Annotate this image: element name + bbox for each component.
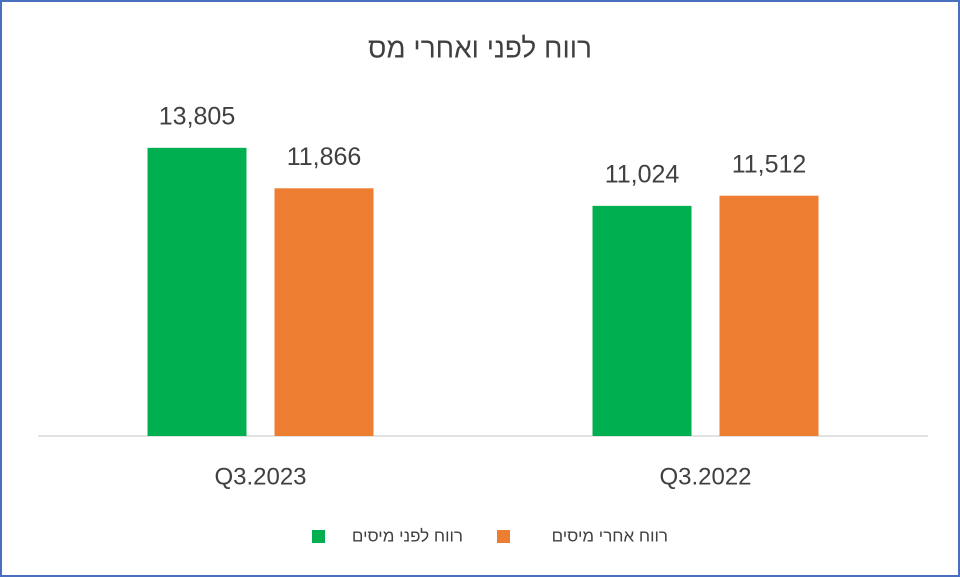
bar bbox=[147, 147, 247, 436]
bar bbox=[274, 188, 374, 436]
data-label: 11,024 bbox=[605, 160, 680, 188]
legend-label: רווח לפני מיסים bbox=[352, 526, 463, 545]
legend-swatch bbox=[312, 530, 325, 543]
legend-label: רווח אחרי מיסים bbox=[552, 526, 668, 545]
chart-title: רווח לפני ואחרי מס bbox=[368, 32, 592, 63]
data-label: 13,805 bbox=[159, 102, 235, 130]
data-label: 11,512 bbox=[732, 150, 807, 178]
bar bbox=[592, 205, 692, 436]
bar bbox=[719, 195, 819, 436]
x-tick-label: Q3.2023 bbox=[214, 463, 306, 490]
legend-swatch bbox=[497, 530, 510, 543]
x-tick-label: Q3.2022 bbox=[659, 463, 751, 490]
data-label: 11,866 bbox=[287, 143, 362, 171]
